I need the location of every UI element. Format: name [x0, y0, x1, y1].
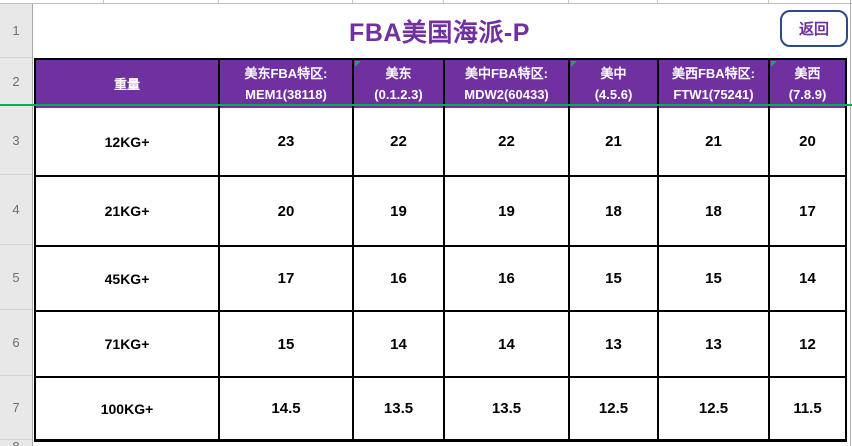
cell-price[interactable]: 20	[220, 177, 354, 247]
row-number: 2	[12, 74, 20, 89]
cell-weight-label[interactable]: 45KG+	[36, 247, 220, 312]
header-label: 美东	[385, 66, 412, 81]
header-label: 美西FBA特区:	[671, 66, 756, 81]
header-sublabel: (7.8.9)	[788, 87, 827, 102]
cell-price[interactable]: 22	[354, 108, 445, 177]
cell-price[interactable]: 16	[445, 247, 570, 312]
cell-price[interactable]: 11.5	[770, 378, 847, 442]
gridline-stub	[218, 0, 219, 3]
header-sublabel: (0.1.2.3)	[374, 87, 423, 102]
title-row: FBA美国海派-P	[34, 4, 845, 58]
row-number: 6	[12, 335, 20, 350]
header-bottom-green-border	[0, 104, 852, 106]
header-sublabel: MEM1(38118)	[245, 87, 327, 102]
header-cell-central[interactable]: 美中 (4.5.6)	[570, 60, 659, 108]
cell-price[interactable]: 12	[770, 312, 847, 378]
header-cell-east[interactable]: 美东 (0.1.2.3)	[354, 60, 445, 108]
row-header-4[interactable]: 4	[0, 175, 32, 245]
header-cell-weight[interactable]: 重量	[36, 60, 220, 108]
cell-price[interactable]: 15	[220, 312, 354, 378]
gridline-stub	[657, 0, 658, 3]
header-cell-central-fba[interactable]: 美中FBA特区: MDW2(60433)	[445, 60, 570, 108]
cell-price[interactable]: 14.5	[220, 378, 354, 442]
cell-price[interactable]: 21	[659, 108, 770, 177]
cell-price[interactable]: 12.5	[570, 378, 659, 442]
row-header-2[interactable]: 2	[0, 58, 32, 106]
cell-price[interactable]: 12.5	[659, 378, 770, 442]
cell-price[interactable]: 14	[445, 312, 570, 378]
row-header-1[interactable]: 1	[0, 4, 32, 58]
header-label: 重量	[113, 76, 140, 92]
row-number: 3	[12, 132, 20, 148]
cell-price[interactable]: 13	[570, 312, 659, 378]
header-label: 美东FBA特区:	[244, 66, 328, 81]
cell-price[interactable]: 13.5	[445, 378, 570, 442]
comment-marker-icon	[771, 61, 777, 67]
cell-price[interactable]: 14	[770, 247, 847, 312]
cell-price[interactable]: 21	[570, 108, 659, 177]
right-gridline	[850, 0, 851, 446]
comment-marker-icon	[355, 61, 361, 67]
row-number: 5	[12, 269, 20, 285]
cell-price[interactable]: 20	[770, 108, 847, 177]
back-button-label: 返回	[798, 21, 829, 38]
cell-price[interactable]: 15	[659, 247, 770, 312]
header-cell-west-fba[interactable]: 美西FBA特区: FTW1(75241)	[659, 60, 770, 108]
cell-price[interactable]: 13.5	[354, 378, 445, 442]
gridline-stub	[103, 0, 104, 3]
cell-price[interactable]: 17	[220, 247, 354, 312]
cell-price[interactable]: 23	[220, 108, 354, 177]
row-header-5[interactable]: 5	[0, 245, 32, 310]
cell-price[interactable]: 19	[445, 177, 570, 247]
row-header-8-partial[interactable]: 8	[0, 440, 32, 446]
header-label: 美中	[600, 66, 627, 81]
header-cell-east-fba[interactable]: 美东FBA特区: MEM1(38118)	[220, 60, 354, 108]
page-title: FBA美国海派-P	[349, 19, 530, 47]
cell-weight-label[interactable]: 100KG+	[36, 378, 220, 442]
row-number: 4	[12, 202, 20, 217]
cell-weight-label[interactable]: 21KG+	[36, 177, 220, 247]
header-sublabel: MDW2(60433)	[464, 87, 549, 102]
row-number-gutter: 1 2 3 4 5 6 7 8	[0, 4, 33, 446]
row-header-3[interactable]: 3	[0, 106, 32, 175]
header-sublabel: (4.5.6)	[594, 87, 633, 102]
cell-weight-label[interactable]: 12KG+	[36, 108, 220, 177]
header-sublabel: FTW1(75241)	[673, 87, 754, 102]
gridline-stub	[768, 0, 769, 3]
gridline-stub	[352, 0, 353, 3]
back-button[interactable]: 返回	[780, 10, 848, 47]
header-cell-west[interactable]: 美西 (7.8.9)	[770, 60, 847, 108]
row-number: 7	[12, 400, 20, 415]
cell-price[interactable]: 14	[354, 312, 445, 378]
cell-price[interactable]: 13	[659, 312, 770, 378]
cell-price[interactable]: 19	[354, 177, 445, 247]
cell-price[interactable]: 22	[445, 108, 570, 177]
cell-price[interactable]: 17	[770, 177, 847, 247]
price-table: 重量 美东FBA特区: MEM1(38118) 美东 (0.1.2.3) 美中F…	[34, 58, 847, 442]
header-label: 美中FBA特区:	[464, 66, 549, 81]
row-header-6[interactable]: 6	[0, 310, 32, 376]
cell-weight-label[interactable]: 71KG+	[36, 312, 220, 378]
row-header-7[interactable]: 7	[0, 376, 32, 440]
cell-price[interactable]: 16	[354, 247, 445, 312]
header-label: 美西	[794, 66, 821, 81]
gridline-stub	[568, 0, 569, 3]
cell-price[interactable]: 18	[570, 177, 659, 247]
top-gridline	[0, 3, 852, 4]
row-number: 8	[12, 440, 19, 446]
cell-price[interactable]: 15	[570, 247, 659, 312]
gridline-stub	[443, 0, 444, 3]
cell-price[interactable]: 18	[659, 177, 770, 247]
row-number: 1	[12, 23, 20, 38]
comment-marker-icon	[571, 61, 577, 67]
